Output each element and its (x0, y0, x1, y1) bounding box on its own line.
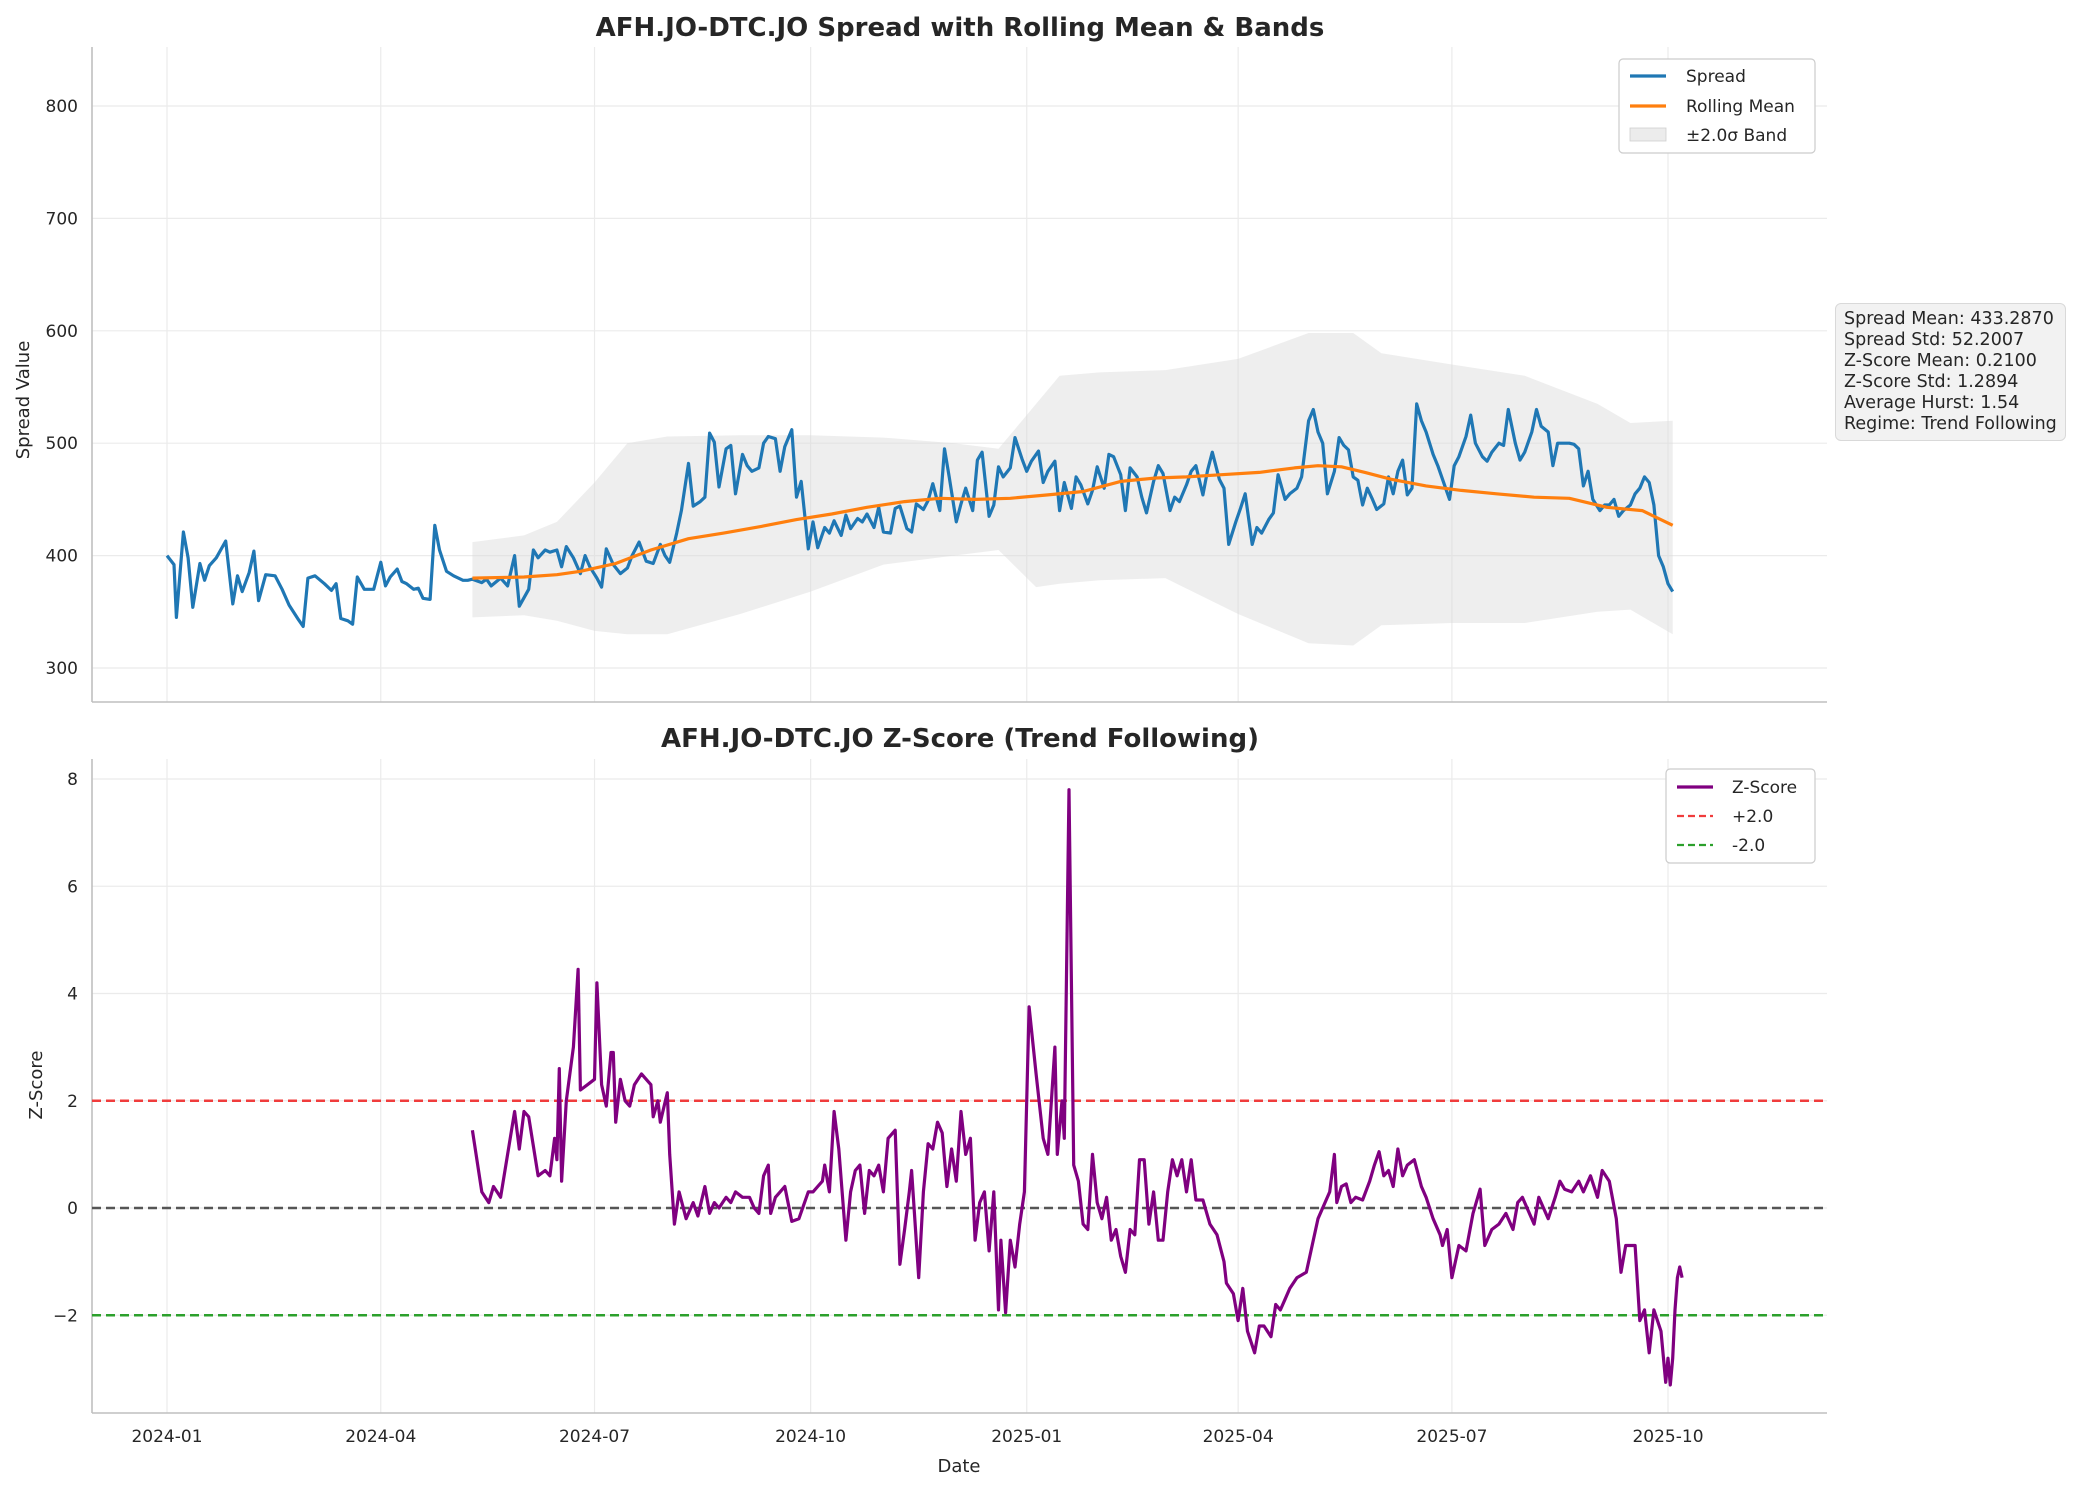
stat-regime: Regime: Trend Following (1844, 414, 2057, 434)
legend-zscore-label: Z-Score (1732, 778, 1797, 798)
legend-rolling-mean-label: Rolling Mean (1686, 97, 1795, 117)
zscore-xtick-label: 2024-01 (131, 1427, 202, 1447)
zscore-xtick-label: 2025-07 (1416, 1427, 1487, 1447)
zscore-ytick-label: 4 (67, 985, 78, 1005)
stat-spread-std: Spread Std: 52.2007 (1844, 330, 2025, 350)
legend-band-label: ±2.0σ Band (1686, 126, 1787, 146)
stat-zscore-std: Z-Score Std: 1.2894 (1844, 372, 2019, 392)
spread-panel: 300 400 500 600 700 800 (46, 47, 1827, 703)
stat-average-hurst: Average Hurst: 1.54 (1844, 393, 2020, 413)
zscore-panel: −2 0 2 4 6 8 2024-01 2024-04 2024-07 2024-10 2025-… (53, 759, 1827, 1447)
band-area (472, 333, 1673, 646)
spread-ytick-label: 500 (46, 434, 78, 454)
zscore-xtick-label: 2025-04 (1203, 1427, 1274, 1447)
legend-spread-label: Spread (1686, 67, 1746, 87)
legend-minus2-label: -2.0 (1732, 836, 1765, 856)
zscore-chart-title: AFH.JO-DTC.JO Z-Score (Trend Following) (661, 724, 1259, 754)
zscore-ytick-label: −2 (53, 1306, 78, 1326)
zscore-legend: Z-Score +2.0 -2.0 (1665, 768, 1816, 864)
spread-ytick-label: 300 (46, 659, 78, 679)
spread-ytick-label: 800 (46, 97, 78, 117)
spread-legend: Spread Rolling Mean ±2.0σ Band (1618, 58, 1816, 154)
zscore-line (470, 788, 1684, 1387)
zscore-xtick-label: 2025-01 (991, 1427, 1062, 1447)
zscore-xtick-label: 2024-07 (559, 1427, 630, 1447)
stats-annotation-box: Spread Mean: 433.2870 Spread Std: 52.200… (1835, 303, 2066, 441)
spread-ytick-label: 400 (46, 547, 78, 567)
zscore-ylabel: Z-Score (26, 1051, 47, 1120)
zscore-xtick-label: 2024-04 (345, 1427, 416, 1447)
rolling-mean-line (472, 464, 1674, 580)
spread-ytick-label: 600 (46, 322, 78, 342)
legend-plus2-label: +2.0 (1732, 807, 1773, 827)
legend-band-swatch (1629, 127, 1667, 142)
zscore-xtick-label: 2025-10 (1632, 1427, 1703, 1447)
stat-spread-mean: Spread Mean: 433.2870 (1844, 309, 2054, 329)
stat-zscore-mean: Z-Score Mean: 0.2100 (1844, 351, 2037, 371)
zscore-ytick-label: 0 (67, 1199, 78, 1219)
spread-chart-title: AFH.JO-DTC.JO Spread with Rolling Mean &… (596, 13, 1325, 43)
zscore-xtick-label: 2024-10 (775, 1427, 846, 1447)
zscore-ytick-label: 2 (67, 1092, 78, 1112)
zscore-ytick-label: 6 (67, 877, 78, 897)
zscore-ytick-label: 8 (67, 770, 78, 790)
spread-line (165, 402, 1675, 628)
spread-ytick-label: 700 (46, 209, 78, 229)
date-xlabel: Date (937, 1456, 980, 1477)
spread-ylabel: Spread Value (13, 341, 34, 460)
